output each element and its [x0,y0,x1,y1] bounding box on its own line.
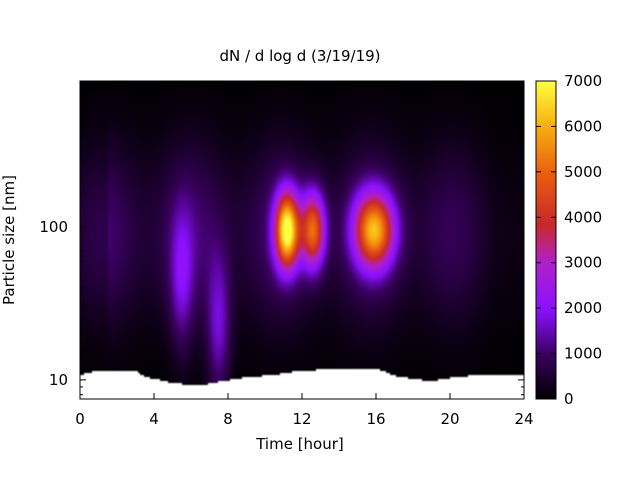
x-tick-label: 16 [366,410,385,428]
x-tick-label: 4 [149,410,159,428]
heatmap-image [80,81,524,399]
chart-title: dN / d log d (3/19/19) [219,47,380,65]
colorbar-tick-label: 4000 [564,208,602,226]
colorbar-axis: 0 1000 2000 3000 4000 5000 6000 7000 [536,72,602,408]
colorbar-tick-label: 6000 [564,117,602,135]
x-tick-label: 8 [223,410,233,428]
y-tick-label: 100 [39,218,68,236]
x-tick-label: 0 [75,410,85,428]
colorbar-tick-label: 5000 [564,163,602,181]
y-axis-label: Particle size [nm] [0,175,18,305]
colorbar-tick-label: 7000 [564,72,602,90]
x-axis: 0 4 8 12 16 20 24 [75,81,534,428]
colorbar-tick-label: 1000 [564,345,602,363]
y-tick-label: 10 [49,371,68,389]
y-axis: 10 100 [39,80,524,396]
x-tick-label: 24 [514,410,533,428]
colorbar [535,80,557,400]
colorbar-tick-label: 3000 [564,254,602,272]
x-tick-label: 20 [440,410,459,428]
colorbar-tick-label: 2000 [564,299,602,317]
x-tick-label: 12 [292,410,311,428]
colorbar-tick-label: 0 [564,390,574,408]
heatmap-plot [80,81,524,399]
x-axis-label: Time [hour] [255,435,344,453]
